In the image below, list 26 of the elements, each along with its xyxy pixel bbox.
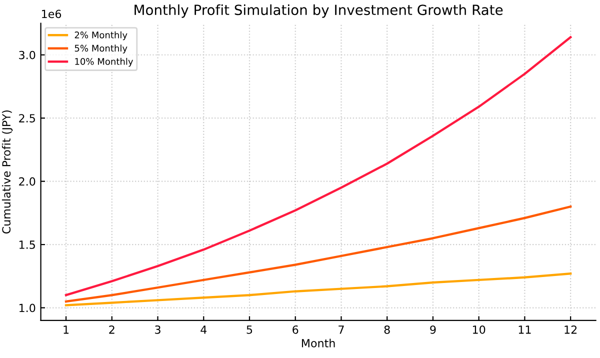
legend-label: 10% Monthly <box>75 58 134 67</box>
x-tick-label: 8 <box>384 325 390 334</box>
y-axis-title: Cumulative Profit (JPY) <box>2 110 13 234</box>
x-tick-label: 10 <box>472 325 486 334</box>
x-tick-label: 2 <box>109 325 114 334</box>
y-tick-label: 2.0 <box>19 177 36 186</box>
legend-label: 2% Monthly <box>74 31 128 40</box>
y-tick-label: 3.0 <box>19 50 36 60</box>
x-tick-label: 11 <box>518 326 531 334</box>
y-tick-label: 1.0 <box>19 304 36 312</box>
x-tick-label: 7 <box>338 326 344 334</box>
legend-label: 5% Monthly <box>74 44 128 54</box>
x-tick-label: 1 <box>64 326 69 334</box>
x-tick-label: 5 <box>246 326 252 334</box>
x-tick-label: 9 <box>430 325 436 334</box>
x-tick-label: 3 <box>155 325 160 334</box>
x-axis-title: Month <box>302 338 335 348</box>
line-series <box>64 206 572 303</box>
x-tick-label: 6 <box>292 325 298 334</box>
text: 1e6 <box>42 10 62 18</box>
x-tick-label: 12 <box>564 325 577 334</box>
chart-title: Monthly Profit Simulation by Investment Growth Rate <box>134 4 503 18</box>
line-series <box>64 272 572 306</box>
x-tick-label: 4 <box>200 326 207 334</box>
y-tick-label: 2.5 <box>19 114 35 122</box>
y-tick-label: 1.5 <box>19 240 35 249</box>
